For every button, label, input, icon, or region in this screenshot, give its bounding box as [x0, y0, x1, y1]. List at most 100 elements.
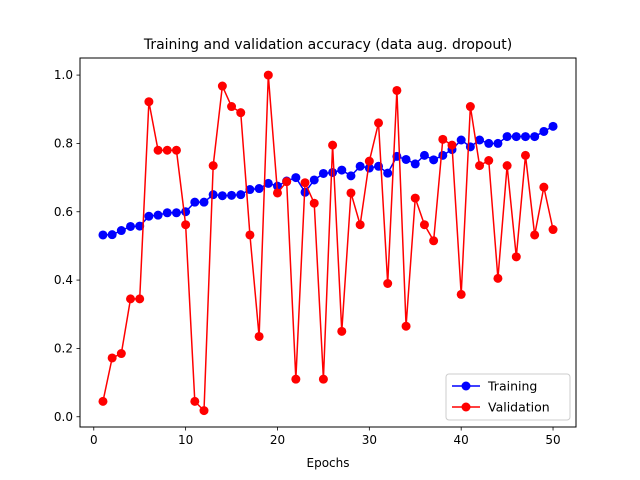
validation-data-point [374, 118, 384, 128]
training-data-point [236, 190, 246, 200]
legend-training-marker [461, 381, 471, 391]
validation-data-point [208, 161, 218, 171]
training-data-point [263, 178, 273, 188]
validation-data-point [383, 279, 393, 288]
training-data-point [328, 167, 338, 177]
training-data-point [355, 161, 365, 171]
training-data-point [144, 211, 154, 221]
validation-data-point [548, 225, 558, 235]
training-data-point [502, 132, 512, 142]
validation-data-point [245, 230, 255, 240]
validation-data-point [355, 220, 365, 230]
validation-data-point [153, 145, 163, 155]
training-data-point [153, 210, 163, 220]
training-data-point [539, 126, 549, 136]
validation-data-point [484, 156, 494, 165]
training-data-point [401, 154, 411, 164]
x-tick-label: 30 [362, 433, 377, 447]
validation-data-point [346, 188, 356, 198]
training-data-point [484, 138, 494, 148]
validation-data-point [364, 156, 374, 166]
x-axis: 0 10 20 30 40 50 [90, 427, 561, 447]
validation-data-point [465, 102, 475, 112]
validation-data-point [181, 220, 191, 230]
y-tick-label: 1.0 [54, 68, 73, 82]
validation-data-point [520, 150, 530, 160]
series-layer [98, 70, 558, 416]
validation-data-point [98, 396, 108, 406]
x-tick-label: 0 [90, 433, 98, 447]
validation-data-point [318, 374, 328, 384]
validation-data-point [337, 326, 347, 336]
validation-data-point [135, 294, 145, 304]
training-data-point [217, 191, 227, 201]
validation-data-point [429, 236, 439, 246]
training-data-point [126, 221, 136, 231]
training-data-point [309, 175, 319, 185]
validation-data-point [438, 134, 448, 144]
training-data-point [456, 135, 466, 145]
training-data-point [318, 168, 328, 178]
plot-area-frame [79, 57, 577, 428]
validation-data-point [282, 177, 292, 187]
training-data-point [245, 185, 255, 195]
validation-series-line [102, 74, 554, 412]
x-tick-label: 50 [545, 433, 560, 447]
y-tick-label: 0.4 [54, 273, 73, 287]
validation-data-point [126, 294, 136, 304]
training-data-point [98, 230, 108, 240]
y-tick-label: 0.8 [54, 136, 73, 150]
x-tick-label: 40 [454, 433, 469, 447]
validation-data-point [475, 161, 485, 171]
training-data-point [383, 168, 393, 178]
x-tick-label: 10 [178, 433, 193, 447]
training-data-point [190, 197, 200, 207]
validation-data-point [171, 145, 181, 155]
training-data-point [419, 150, 429, 160]
y-tick-label: 0.0 [54, 410, 73, 424]
training-data-point [135, 221, 145, 231]
validation-data-point [162, 145, 172, 155]
validation-data-point [328, 140, 338, 150]
validation-data-point [227, 102, 237, 112]
validation-data-point [199, 406, 209, 416]
training-data-point [475, 135, 485, 145]
training-data-point [199, 197, 209, 207]
validation-data-point [144, 97, 154, 107]
training-data-point [493, 138, 503, 148]
validation-data-point [272, 188, 282, 198]
validation-data-point [456, 289, 466, 299]
legend-training-label: Training [487, 379, 537, 394]
training-data-point [511, 132, 521, 142]
validation-data-point [511, 252, 521, 262]
validation-data-point [300, 178, 310, 188]
training-data-point [171, 208, 181, 218]
y-axis: 0.0 0.2 0.4 0.6 0.8 1.0 [54, 68, 80, 424]
training-data-point [107, 230, 117, 240]
training-data-point [208, 190, 218, 200]
training-data-point [254, 184, 264, 194]
validation-data-point [447, 140, 457, 150]
training-data-point [291, 173, 301, 183]
validation-data-point [309, 198, 319, 208]
training-data-point [465, 142, 475, 152]
validation-data-point [263, 70, 273, 80]
training-data-point [181, 207, 191, 217]
validation-data-point [217, 81, 227, 91]
validation-data-point [493, 273, 503, 283]
training-data-point [530, 132, 540, 142]
training-data-point [520, 132, 530, 142]
training-data-point [337, 165, 347, 175]
validation-data-point [419, 220, 429, 230]
training-data-point [429, 155, 439, 165]
training-data-point [438, 150, 448, 160]
x-axis-label: Epochs [307, 456, 350, 470]
validation-data-point [107, 353, 117, 363]
validation-data-point [392, 85, 402, 95]
validation-data-point [116, 349, 126, 359]
x-tick-label: 20 [270, 433, 285, 447]
y-tick-label: 0.6 [54, 205, 73, 219]
validation-data-point [236, 108, 246, 118]
legend: Training Validation [445, 373, 571, 421]
validation-data-point [530, 230, 540, 240]
